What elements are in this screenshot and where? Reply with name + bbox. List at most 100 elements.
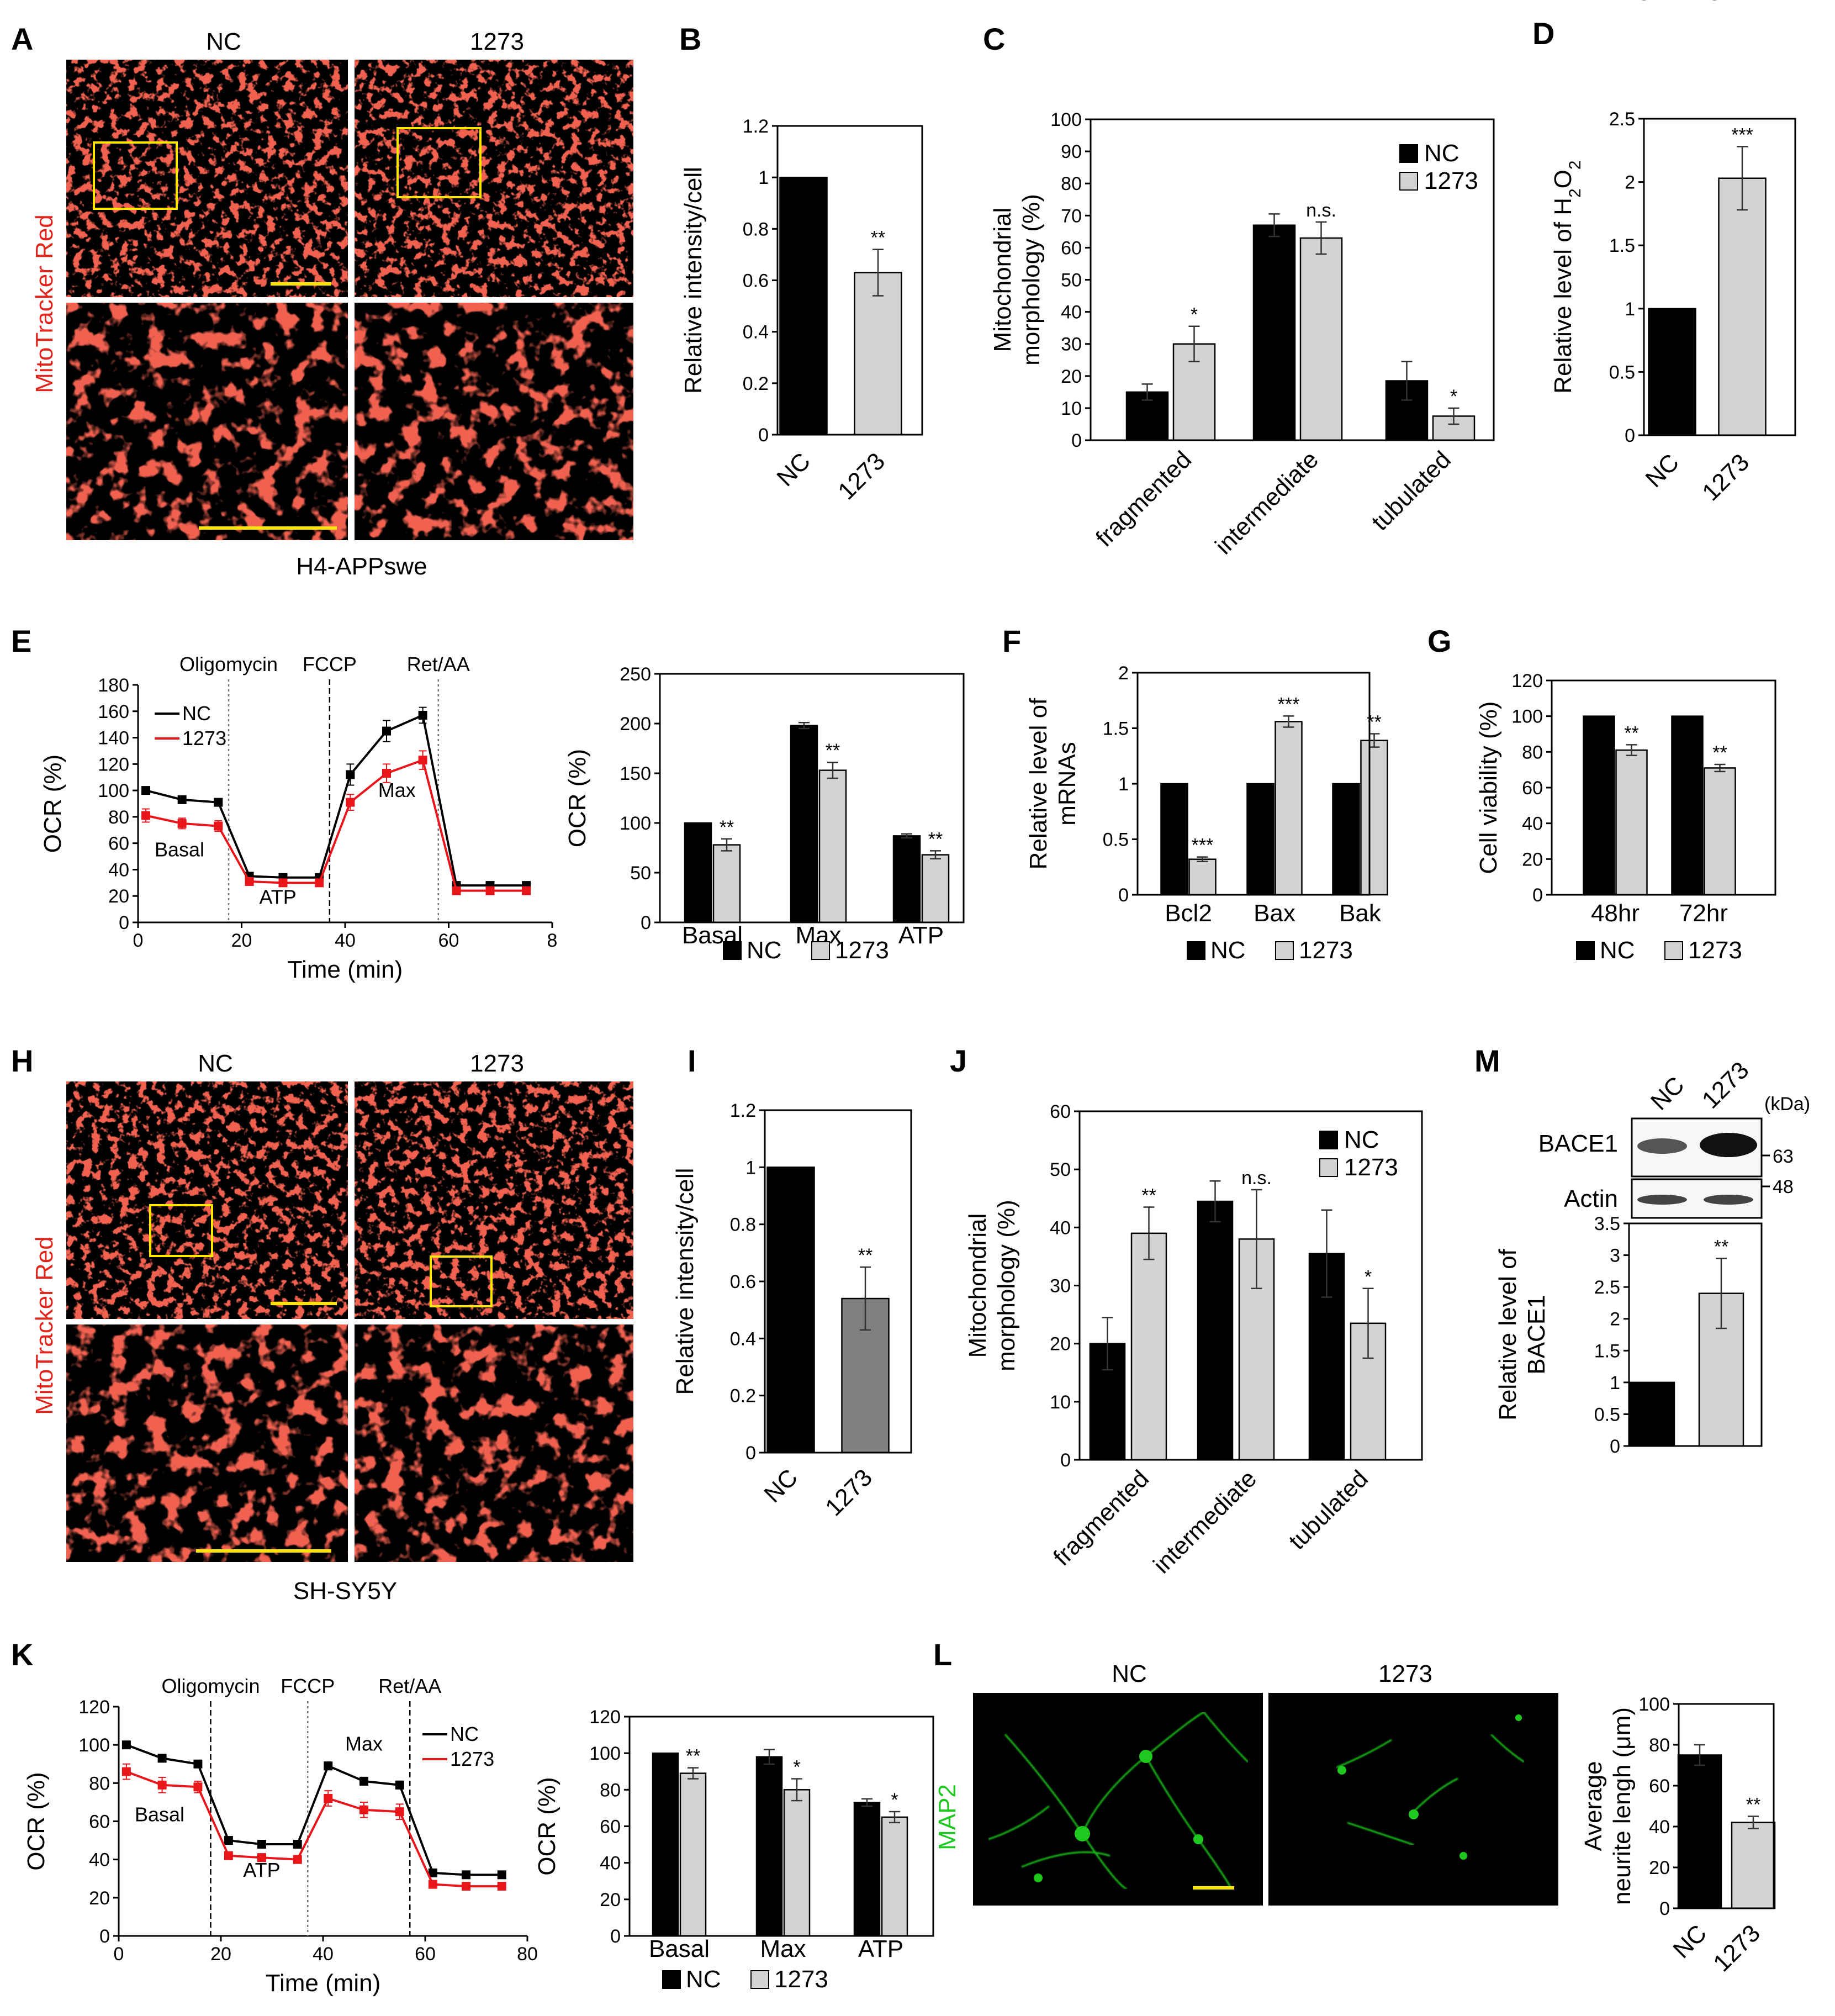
micrograph-h-col1: NC	[198, 1050, 233, 1077]
chart-d: Relative level of H2O2 NC *** 1273 0 0.5 1 1.5 2…	[1550, 109, 1796, 506]
x-tick-label: 80	[517, 1944, 538, 1965]
chart-k-ocr-bars: OCR (%) ** Basal * Max * ATP 0 20 40 60 80 100 120 NC 1…	[533, 1707, 934, 1993]
micrograph-a-cell-line: H4-APPswe	[296, 553, 427, 580]
micrograph-l: NC 1273 MAP2	[934, 1660, 1558, 1906]
y-tick-label: 160	[98, 701, 129, 722]
panel-label-e: E	[11, 624, 31, 658]
y-axis-label: Relative intensity/cell	[680, 167, 707, 394]
bar	[1188, 858, 1217, 896]
category-label: 1273	[833, 447, 890, 505]
significance-label: **	[686, 1746, 700, 1767]
data-point	[141, 811, 151, 820]
legend-label: 1273	[774, 1966, 828, 1993]
x-tick-label: 8	[547, 930, 558, 951]
y-tick-label: 0.2	[730, 1386, 756, 1407]
y-tick-label: 20	[1522, 849, 1543, 870]
category-label: Bcl2	[1165, 900, 1212, 927]
micrograph-a-stain: MitoTracker Red	[31, 214, 58, 393]
significance-label: **	[871, 228, 885, 249]
y-tick-label: 0.4	[730, 1328, 756, 1349]
legend-label: NC	[182, 702, 211, 725]
y-tick-label: 120	[1511, 671, 1543, 692]
y-tick-label: 0	[641, 912, 651, 933]
chart-f: Relative level of mRNAs***Bcl2***Bax**Bak…	[1025, 663, 1388, 964]
legend-swatch	[1275, 941, 1294, 960]
y-tick-label: 100	[589, 1743, 621, 1764]
y-tick-label: 250	[620, 664, 651, 685]
y-tick-label: 40	[1061, 302, 1082, 323]
y-tick-label: 60	[108, 833, 129, 854]
western-marker: 63	[1773, 1146, 1794, 1167]
category-label: NC	[1668, 1919, 1712, 1964]
data-point	[224, 1851, 233, 1860]
series-line	[126, 1770, 502, 1888]
bar	[1629, 1381, 1675, 1447]
legend-label: 1273	[450, 1748, 494, 1770]
y-tick-label: 20	[89, 1888, 110, 1909]
category-label: Basal	[649, 1935, 710, 1962]
category-label: fragmented	[1091, 446, 1197, 552]
data-point	[324, 1794, 333, 1803]
data-point	[193, 1782, 203, 1792]
phase-annotation: Basal	[155, 838, 204, 861]
y-axis-label: Mitochondrial	[989, 208, 1016, 352]
chart-k-ocr-time: OCR (%) 0 20 40 60 80 100 120 0 20 40 60 80 Time (min…	[23, 1675, 538, 1997]
significance-label: *	[793, 1756, 800, 1777]
bar	[1197, 1200, 1234, 1461]
bar	[854, 272, 902, 436]
legend-label: 1273	[1299, 937, 1353, 964]
data-point	[278, 878, 288, 888]
image-a-nc-zoom	[66, 303, 348, 540]
y-tick-label: 0.8	[730, 1215, 756, 1236]
image-a-1273-overview	[355, 60, 633, 297]
y-tick-label: 1	[1610, 1373, 1620, 1394]
panel-label-h: H	[11, 1043, 33, 1078]
y-tick-label: 0	[1532, 885, 1543, 906]
data-point	[257, 1840, 266, 1849]
category-label: NC	[759, 1464, 803, 1508]
bar	[1615, 749, 1648, 896]
legend-label: NC	[1600, 937, 1635, 964]
injection-label: Oligomycin	[161, 1675, 260, 1697]
significance-label: **	[720, 817, 734, 838]
x-tick-label: 40	[335, 930, 356, 951]
significance-label: **	[928, 828, 943, 849]
data-point	[315, 878, 324, 888]
y-tick-label: 100	[620, 813, 651, 834]
y-tick-label: 60	[1050, 1101, 1071, 1122]
legend-label: NC	[450, 1723, 479, 1745]
legend-swatch	[662, 1970, 681, 1989]
zoom-box	[430, 1255, 493, 1307]
significance-label: *	[1450, 386, 1457, 407]
bar	[790, 725, 818, 923]
category-label: 72hr	[1679, 900, 1728, 927]
data-point	[485, 886, 495, 895]
legend-label: NC	[1424, 140, 1459, 167]
y-tick-label: 0	[1060, 1450, 1071, 1471]
y-tick-label: 100	[1511, 706, 1543, 727]
significance-label: *	[1365, 1266, 1372, 1287]
category-label: intermediate	[1148, 1465, 1262, 1579]
y-tick-label: 1.5	[1103, 719, 1129, 740]
y-axis-label: Relative level of	[1025, 698, 1052, 869]
category-label: tubulated	[1283, 1465, 1373, 1555]
chart-e-ocr-time: OCR (%) 0 20 40 60 80 100 120 140 160 180 0 20 40 60 8 T…	[39, 653, 557, 983]
data-point	[214, 798, 223, 807]
bar	[921, 854, 950, 923]
data-point	[452, 886, 461, 895]
y-tick-label: 1.2	[730, 1100, 756, 1121]
x-tick-label: 20	[210, 1944, 231, 1965]
micrograph-a-col2: 1273	[470, 28, 524, 55]
legend-swatch	[1187, 941, 1205, 960]
legend-swatch	[1319, 1158, 1338, 1177]
category-label: 1273	[1697, 448, 1754, 506]
data-point	[462, 1870, 470, 1880]
western-col1: NC	[1646, 1072, 1690, 1116]
y-axis-label: OCR (%)	[39, 754, 66, 853]
injection-label: Ret/AA	[378, 1675, 441, 1697]
significance-label: ***	[1192, 835, 1214, 856]
panel-label-a: A	[11, 22, 33, 56]
x-axis-label: Time (min)	[266, 1970, 381, 1997]
category-label: Max	[760, 1935, 806, 1962]
panel-label-b: B	[679, 22, 701, 56]
